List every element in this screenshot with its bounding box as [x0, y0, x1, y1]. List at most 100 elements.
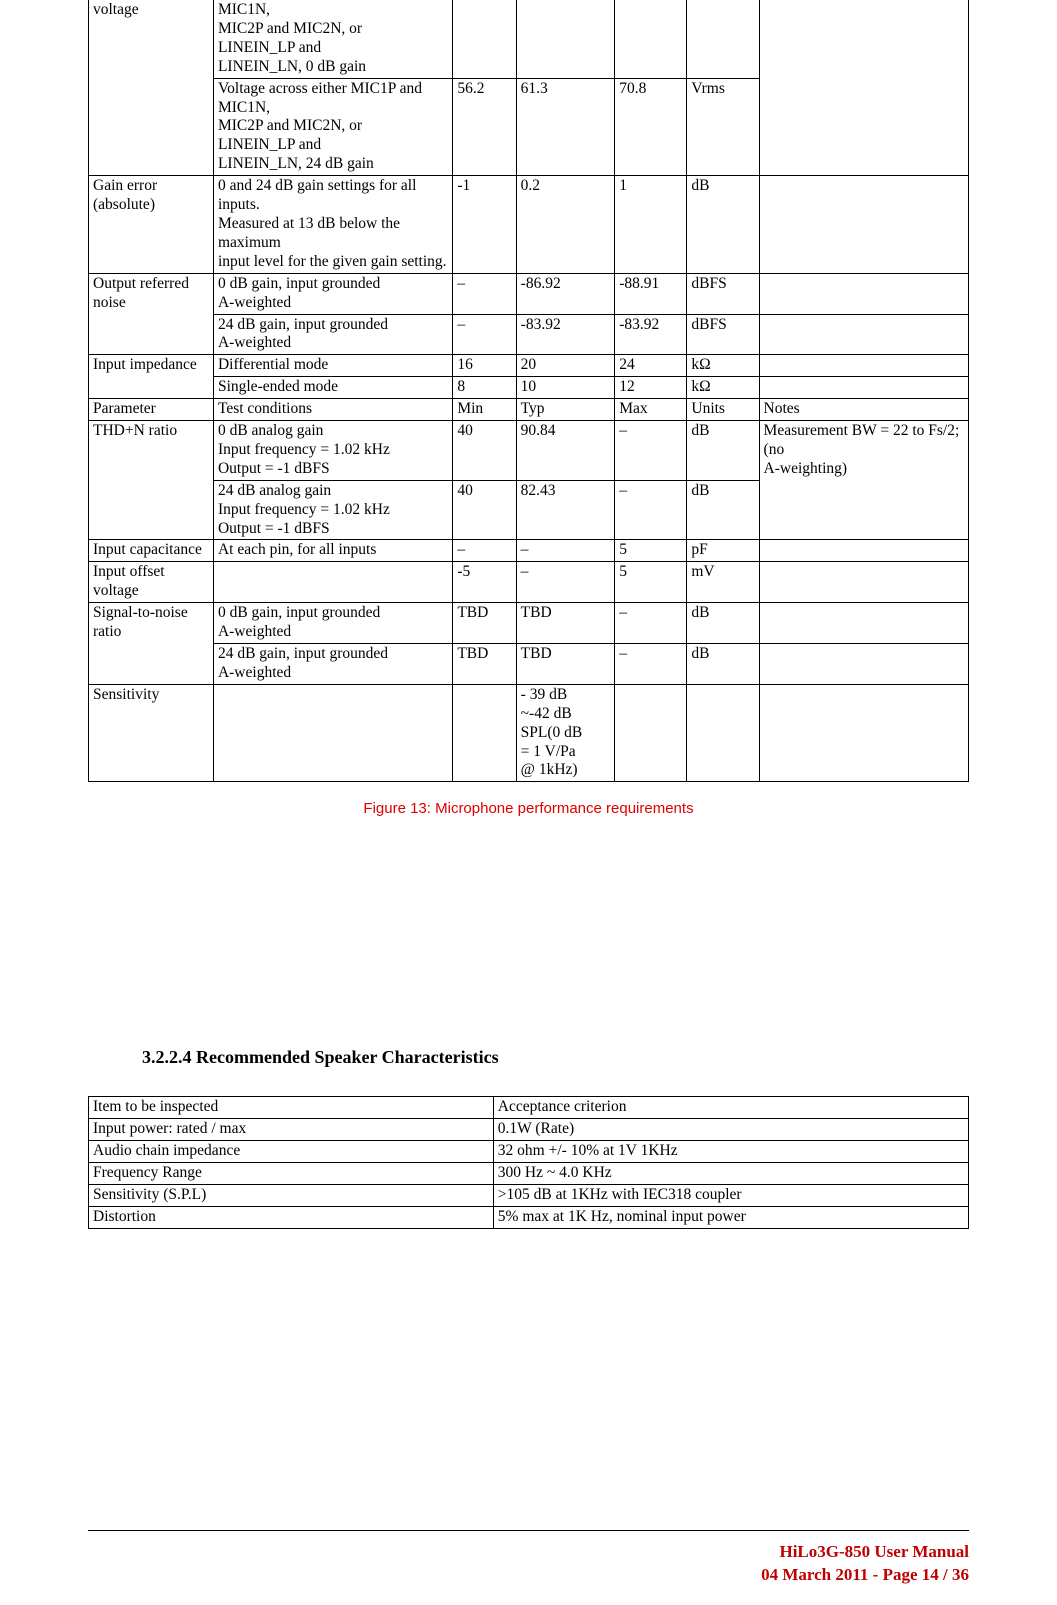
cell-max: 5: [615, 540, 687, 562]
cell-typ: 10: [516, 377, 615, 399]
cell-max: Max: [615, 399, 687, 421]
cell-max: 70.8: [615, 78, 687, 176]
cell-notes: [759, 540, 968, 562]
cell-min: Min: [453, 399, 516, 421]
cell-max: -83.92: [615, 314, 687, 355]
table-row: Sensitivity- 39 dB ~-42 dB SPL(0 dB = 1 …: [89, 684, 969, 782]
table-row: Gain error (absolute)0 and 24 dB gain se…: [89, 176, 969, 274]
cell-units: pF: [687, 540, 759, 562]
cell-typ: -86.92: [516, 273, 615, 314]
cell-notes: Measurement BW = 22 to Fs/2; (no A-weigh…: [759, 421, 968, 540]
cell-units: dB: [687, 603, 759, 644]
cell-criterion: 5% max at 1K Hz, nominal input power: [493, 1206, 968, 1228]
cell-max: 5: [615, 562, 687, 603]
cell-conditions: At each pin, for all inputs: [213, 540, 452, 562]
table-row: Audio chain impedance32 ohm +/- 10% at 1…: [89, 1141, 969, 1163]
table-row: 24 dB gain, input grounded A-weighted TBD…: [89, 644, 969, 685]
cell-max: 1: [615, 176, 687, 274]
cell-typ: 20: [516, 355, 615, 377]
cell-typ: –: [516, 562, 615, 603]
cell-typ: –: [516, 540, 615, 562]
cell-item: Audio chain impedance: [89, 1141, 494, 1163]
cell-conditions: MIC1N, MIC2P and MIC2N, or LINEIN_LP and…: [213, 0, 452, 78]
table-row: Input offset voltage-5–5mV: [89, 562, 969, 603]
cell-notes: [759, 603, 968, 644]
cell-parameter: Input capacitance: [89, 540, 214, 562]
cell-max: –: [615, 421, 687, 481]
cell-notes: Notes: [759, 399, 968, 421]
cell-typ: TBD: [516, 644, 615, 685]
cell-max: [615, 684, 687, 782]
table-row: Sensitivity (S.P.L)>105 dB at 1KHz with …: [89, 1184, 969, 1206]
cell-notes: [759, 377, 968, 399]
cell-min: –: [453, 314, 516, 355]
cell-min: –: [453, 273, 516, 314]
cell-min: [453, 684, 516, 782]
cell-notes: [759, 176, 968, 274]
cell-units: Units: [687, 399, 759, 421]
cell-min: 40: [453, 421, 516, 481]
microphone-spec-table: voltageMIC1N, MIC2P and MIC2N, or LINEIN…: [88, 0, 969, 782]
cell-notes: [759, 684, 968, 782]
cell-criterion: >105 dB at 1KHz with IEC318 coupler: [493, 1184, 968, 1206]
cell-units: [687, 0, 759, 78]
cell-conditions: Differential mode: [213, 355, 452, 377]
table-row: Input impedanceDifferential mode162024kΩ: [89, 355, 969, 377]
table-row: Single-ended mode81012kΩ: [89, 377, 969, 399]
cell-conditions: 0 dB gain, input grounded A-weighted: [213, 273, 452, 314]
cell-min: 8: [453, 377, 516, 399]
cell-notes: [759, 314, 968, 355]
cell-typ: TBD: [516, 603, 615, 644]
cell-parameter: Gain error (absolute): [89, 176, 214, 274]
cell-typ: 0.2: [516, 176, 615, 274]
table-row: 24 dB gain, input grounded A-weighted–-8…: [89, 314, 969, 355]
cell-min: [453, 0, 516, 78]
cell-conditions: 0 dB analog gain Input frequency = 1.02 …: [213, 421, 452, 481]
cell-parameter: Input offset voltage: [89, 562, 214, 603]
cell-criterion: Acceptance criterion: [493, 1097, 968, 1119]
table-row: Signal-to-noise ratio0 dB gain, input gr…: [89, 603, 969, 644]
cell-max: [615, 0, 687, 78]
cell-criterion: 0.1W (Rate): [493, 1119, 968, 1141]
cell-criterion: 300 Hz ~ 4.0 KHz: [493, 1163, 968, 1185]
cell-units: dB: [687, 421, 759, 481]
cell-notes: [759, 562, 968, 603]
section-heading: 3.2.2.4 Recommended Speaker Characterist…: [142, 1047, 969, 1068]
table-row: Output referred noise0 dB gain, input gr…: [89, 273, 969, 314]
cell-min: -1: [453, 176, 516, 274]
cell-typ: 61.3: [516, 78, 615, 176]
cell-units: kΩ: [687, 377, 759, 399]
cell-max: -88.91: [615, 273, 687, 314]
cell-units: Vrms: [687, 78, 759, 176]
cell-conditions: 24 dB analog gain Input frequency = 1.02…: [213, 480, 452, 540]
cell-typ: 90.84: [516, 421, 615, 481]
cell-typ: 82.43: [516, 480, 615, 540]
cell-typ: [516, 0, 615, 78]
cell-parameter: voltage: [89, 0, 214, 176]
table-row: THD+N ratio0 dB analog gain Input freque…: [89, 421, 969, 481]
page-container: voltageMIC1N, MIC2P and MIC2N, or LINEIN…: [0, 0, 1057, 1605]
table-row: ParameterTest conditionsMinTypMaxUnitsNo…: [89, 399, 969, 421]
cell-min: 40: [453, 480, 516, 540]
cell-units: dBFS: [687, 273, 759, 314]
cell-parameter: Output referred noise: [89, 273, 214, 355]
cell-parameter: Sensitivity: [89, 684, 214, 782]
cell-conditions: Voltage across either MIC1P and MIC1N, M…: [213, 78, 452, 176]
cell-conditions: 0 dB gain, input grounded A-weighted: [213, 603, 452, 644]
cell-units: dBFS: [687, 314, 759, 355]
cell-units: [687, 684, 759, 782]
cell-max: –: [615, 644, 687, 685]
page-footer: HiLo3G-850 User Manual 04 March 2011 - P…: [761, 1541, 969, 1587]
cell-parameter: THD+N ratio: [89, 421, 214, 540]
cell-conditions: 24 dB gain, input grounded A-weighted: [213, 644, 452, 685]
speaker-spec-table: Item to be inspectedAcceptance criterion…: [88, 1096, 969, 1228]
cell-max: –: [615, 603, 687, 644]
cell-parameter: Parameter: [89, 399, 214, 421]
cell-min: 16: [453, 355, 516, 377]
cell-min: –: [453, 540, 516, 562]
footer-pageinfo: 04 March 2011 - Page 14 / 36: [761, 1564, 969, 1587]
cell-item: Input power: rated / max: [89, 1119, 494, 1141]
cell-units: dB: [687, 176, 759, 274]
cell-units: dB: [687, 644, 759, 685]
cell-conditions: [213, 684, 452, 782]
